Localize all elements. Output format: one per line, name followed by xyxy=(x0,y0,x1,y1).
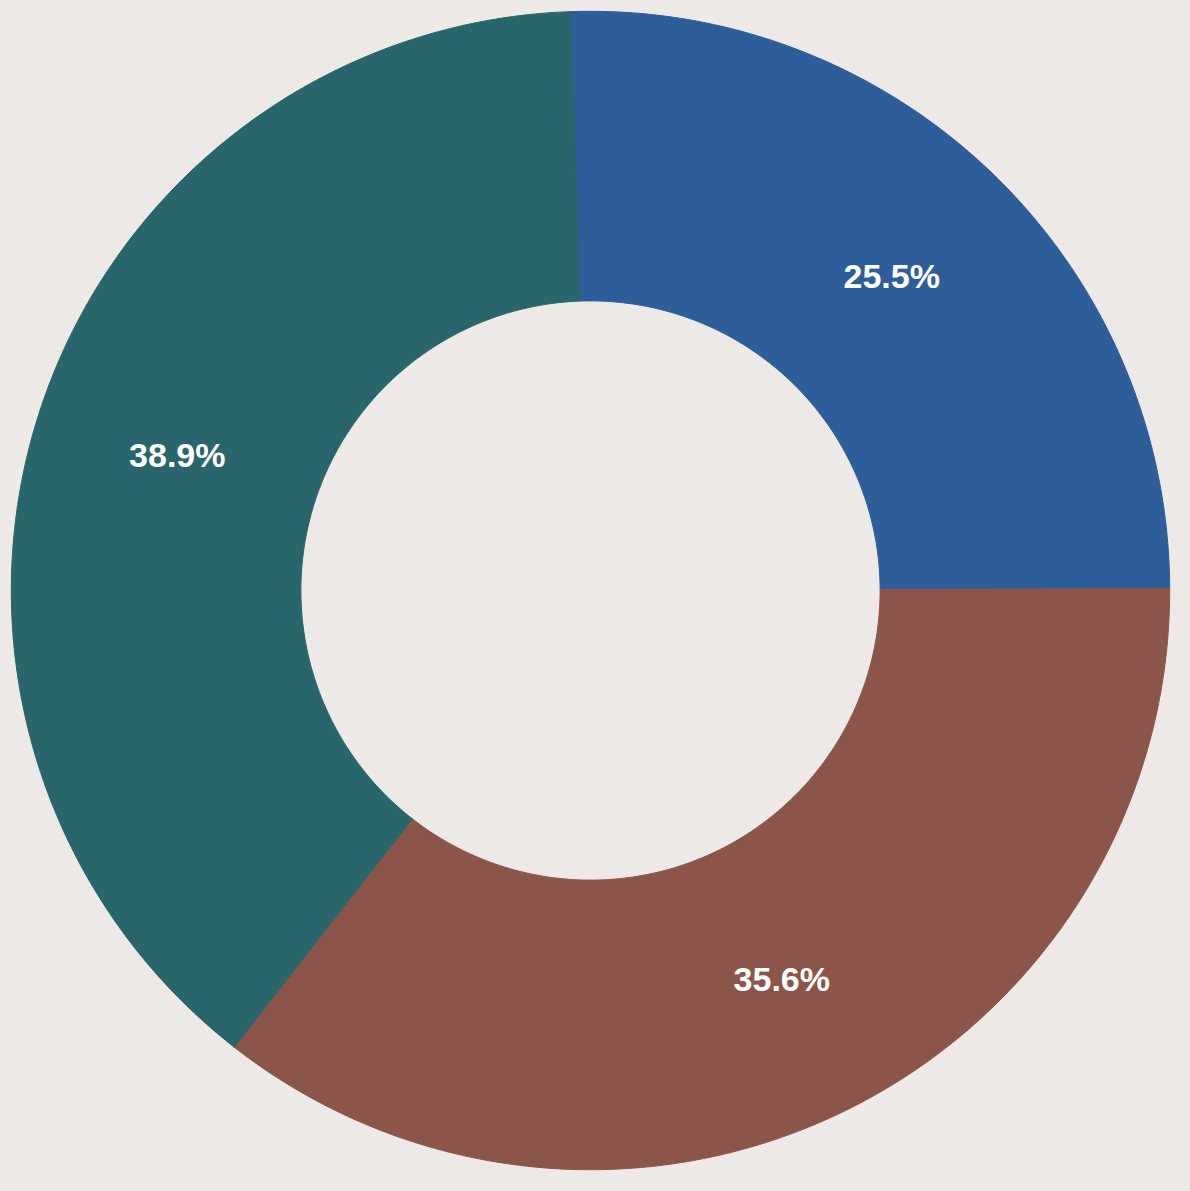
svg-text:35.6%: 35.6% xyxy=(734,960,830,998)
svg-text:38.9%: 38.9% xyxy=(129,436,225,474)
svg-text:25.5%: 25.5% xyxy=(843,257,939,295)
